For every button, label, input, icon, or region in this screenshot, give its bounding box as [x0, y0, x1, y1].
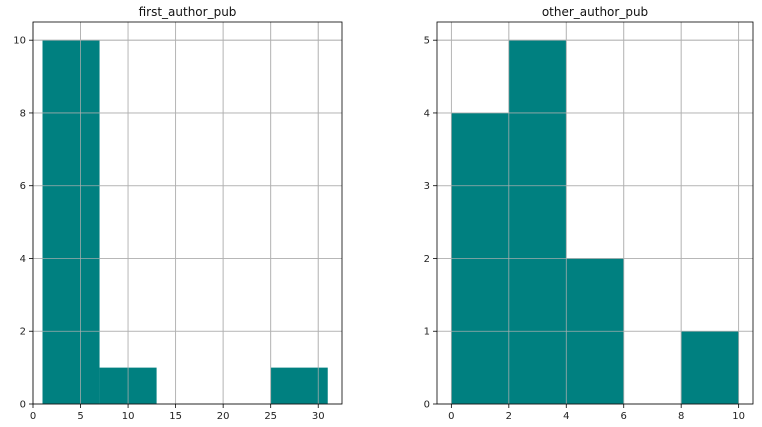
x-tick-label: 4 [563, 411, 569, 422]
axes-frame [436, 21, 754, 405]
y-tick-label: 0 [424, 400, 430, 411]
y-tick-label: 10 [13, 36, 26, 47]
x-tick-label: 20 [217, 411, 230, 422]
x-tick-label: 10 [732, 411, 745, 422]
x-tick-label: 10 [122, 411, 135, 422]
y-tick-label: 2 [20, 327, 26, 338]
x-tick-label: 30 [312, 411, 325, 422]
y-tick-label: 5 [424, 36, 430, 47]
x-tick-label: 2 [506, 411, 512, 422]
x-tick-label: 0 [30, 411, 36, 422]
histogram-bar [42, 40, 100, 404]
x-tick-label: 0 [448, 411, 454, 422]
histogram-panel-other-author-pub: 0 2 4 6 8 10 0 1 2 3 4 5 other_author_pub [424, 5, 754, 422]
x-tick-label: 5 [77, 411, 83, 422]
y-tick-label: 0 [20, 400, 26, 411]
y-tick-label: 1 [424, 327, 430, 338]
y-tick-label: 8 [20, 108, 26, 119]
x-tick-label: 8 [678, 411, 684, 422]
axes-frame [32, 21, 343, 405]
y-tick-label: 6 [20, 181, 26, 192]
x-tick-label: 25 [264, 411, 277, 422]
histogram-panel-first-author-pub: 0 5 10 15 20 25 30 0 2 4 6 8 10 first_author_pub [13, 5, 343, 422]
histogram-bar [270, 367, 328, 404]
chart-title: other_author_pub [542, 5, 648, 19]
y-tick-label: 3 [424, 181, 430, 192]
x-tick-label: 15 [169, 411, 182, 422]
y-tick-label: 4 [20, 254, 26, 265]
y-tick-label: 2 [424, 254, 430, 265]
x-tick-label: 6 [621, 411, 627, 422]
histogram-bar [681, 331, 739, 404]
chart-title: first_author_pub [139, 5, 237, 19]
y-tick-label: 4 [424, 108, 430, 119]
histogram-bar [508, 40, 567, 404]
